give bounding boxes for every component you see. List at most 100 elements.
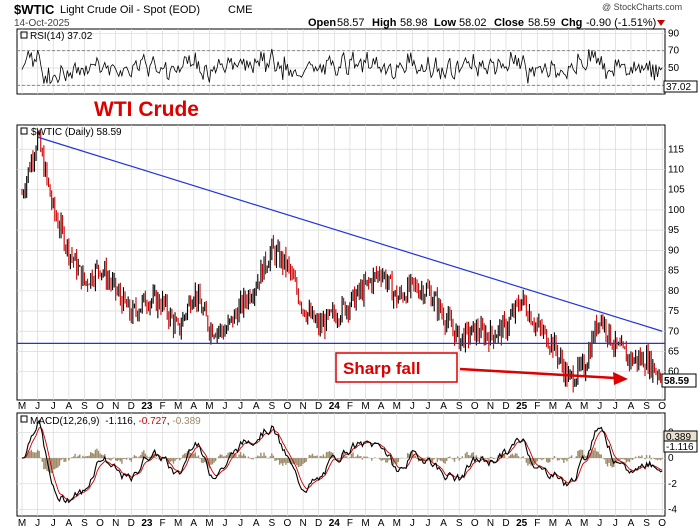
x-tick-label: N <box>487 401 494 412</box>
x-tick-label: 24 <box>329 401 341 412</box>
price-last-value: 58.59 <box>664 376 689 387</box>
macd-panel <box>16 412 666 517</box>
x-tick-label: 23 <box>141 518 153 529</box>
price-last-label: 58.59 <box>661 373 697 388</box>
x-tick-label: M <box>549 518 557 529</box>
macd-legend-signal: -0.727 <box>138 416 167 427</box>
x-tick-label: N <box>112 401 119 412</box>
price-y-tick: 70 <box>668 326 680 337</box>
x-tick-label: A <box>628 401 635 412</box>
x-tick-label: F <box>347 401 353 412</box>
x-tick-label: A <box>440 401 447 412</box>
x-tick-label: J <box>35 518 40 529</box>
x-tick-label: A <box>565 401 572 412</box>
close-label: Close <box>494 17 524 29</box>
price-y-tick: 85 <box>668 266 680 277</box>
chart-header: $WTIC Light Crude Oil - Spot (EOD) CME 1… <box>14 2 682 29</box>
chg-value: -0.90 (-1.51%) <box>586 17 656 29</box>
x-tick-label: O <box>471 518 479 529</box>
x-tick-label: S <box>643 401 650 412</box>
symbol: $WTIC <box>14 2 55 17</box>
wti-crude-annotation: WTI Crude <box>94 98 199 121</box>
instrument-name: Light Crude Oil - Spot (EOD) <box>60 4 200 16</box>
close-value: 58.59 <box>528 17 556 29</box>
macd-legend-text: MACD(12,26,9) -1.116, -0.727, -0.389 <box>30 416 201 427</box>
label-box <box>661 373 697 388</box>
price-y-tick: 75 <box>668 306 680 317</box>
annotation-box <box>335 352 458 383</box>
x-tick-label: M <box>205 401 213 412</box>
macd-y-tick: -2 <box>668 479 677 490</box>
x-tick-label: F <box>534 401 540 412</box>
chg-down-icon <box>657 20 665 26</box>
x-tick-label: D <box>128 518 135 529</box>
x-tick-label: F <box>534 518 540 529</box>
x-tick-label: M <box>580 518 588 529</box>
x-tick-label: S <box>643 518 650 529</box>
x-tick-label: S <box>268 518 275 529</box>
descending-trendline <box>37 136 663 332</box>
price-y-tick: 60 <box>668 367 680 378</box>
low-value: 58.02 <box>459 17 487 29</box>
rsi-y-tick: 50 <box>668 63 680 74</box>
x-tick-label: M <box>18 401 26 412</box>
rsi-last-value: 37.02 <box>666 82 691 93</box>
x-tick-label: N <box>487 518 494 529</box>
x-tick-label: A <box>66 518 73 529</box>
x-tick-label: M <box>361 518 369 529</box>
label-box <box>663 80 698 93</box>
axes: MMJJJJAASSOONNDD2323FFMMAAMMJJJJAASSOONN… <box>18 28 685 529</box>
rsi-legend-text: RSI(14) 37.02 <box>30 31 93 42</box>
x-tick-label: N <box>112 518 119 529</box>
x-tick-label: D <box>128 401 135 412</box>
legend-marker-icon <box>20 127 28 135</box>
x-tick-label: A <box>253 518 260 529</box>
x-tick-label: O <box>471 401 479 412</box>
x-tick-label: M <box>174 518 182 529</box>
x-tick-label: J <box>425 518 430 529</box>
rsi-legend: RSI(14) 37.02 <box>20 31 93 42</box>
price-y-tick: 95 <box>668 225 680 236</box>
x-tick-label: J <box>35 401 40 412</box>
x-tick-label: A <box>66 401 73 412</box>
legend-marker-icon <box>20 31 28 39</box>
legend-marker-icon <box>20 415 28 423</box>
macd-legend-prefix: MACD(12,26,9) <box>30 416 99 427</box>
x-tick-label: S <box>81 401 88 412</box>
high-value: 58.98 <box>400 17 428 29</box>
price-y-tick: 100 <box>668 205 685 216</box>
price-y-tick: 105 <box>668 185 685 196</box>
macd-y-tick: 0 <box>668 453 674 464</box>
price-legend-text: $WTIC (Daily) 58.59 <box>31 127 122 138</box>
x-tick-label: J <box>51 401 56 412</box>
label-box <box>663 440 698 453</box>
x-tick-label: M <box>18 518 26 529</box>
price-series <box>17 129 665 393</box>
x-tick-label: A <box>190 401 197 412</box>
open-value: 58.57 <box>337 17 365 29</box>
x-tick-label: D <box>315 401 322 412</box>
rsi-line <box>21 48 663 85</box>
x-tick-label: N <box>299 401 306 412</box>
x-tick-label: S <box>456 518 463 529</box>
x-tick-label: J <box>597 401 602 412</box>
macd-y-tick: -4 <box>668 505 677 516</box>
x-tick-label: J <box>51 518 56 529</box>
chart-date: 14-Oct-2025 <box>14 18 70 29</box>
x-tick-label: O <box>658 518 666 529</box>
x-tick-label: O <box>284 401 292 412</box>
annotation-arrow-line <box>459 367 616 380</box>
chg-label: Chg <box>561 17 582 29</box>
open-label: Open <box>308 17 336 29</box>
macd-legend: MACD(12,26,9) -1.116, -0.727, -0.389 <box>20 415 201 427</box>
x-tick-label: J <box>597 518 602 529</box>
x-tick-label: M <box>174 401 182 412</box>
x-tick-label: F <box>159 401 165 412</box>
x-tick-label: J <box>425 401 430 412</box>
x-tick-label: J <box>222 518 227 529</box>
rsi-last-label: 37.02 <box>663 80 698 93</box>
sharp-fall-annotation: Sharp fall <box>335 352 628 385</box>
rsi-y-tick: 70 <box>668 46 680 57</box>
price-y-tick: 90 <box>668 245 680 256</box>
